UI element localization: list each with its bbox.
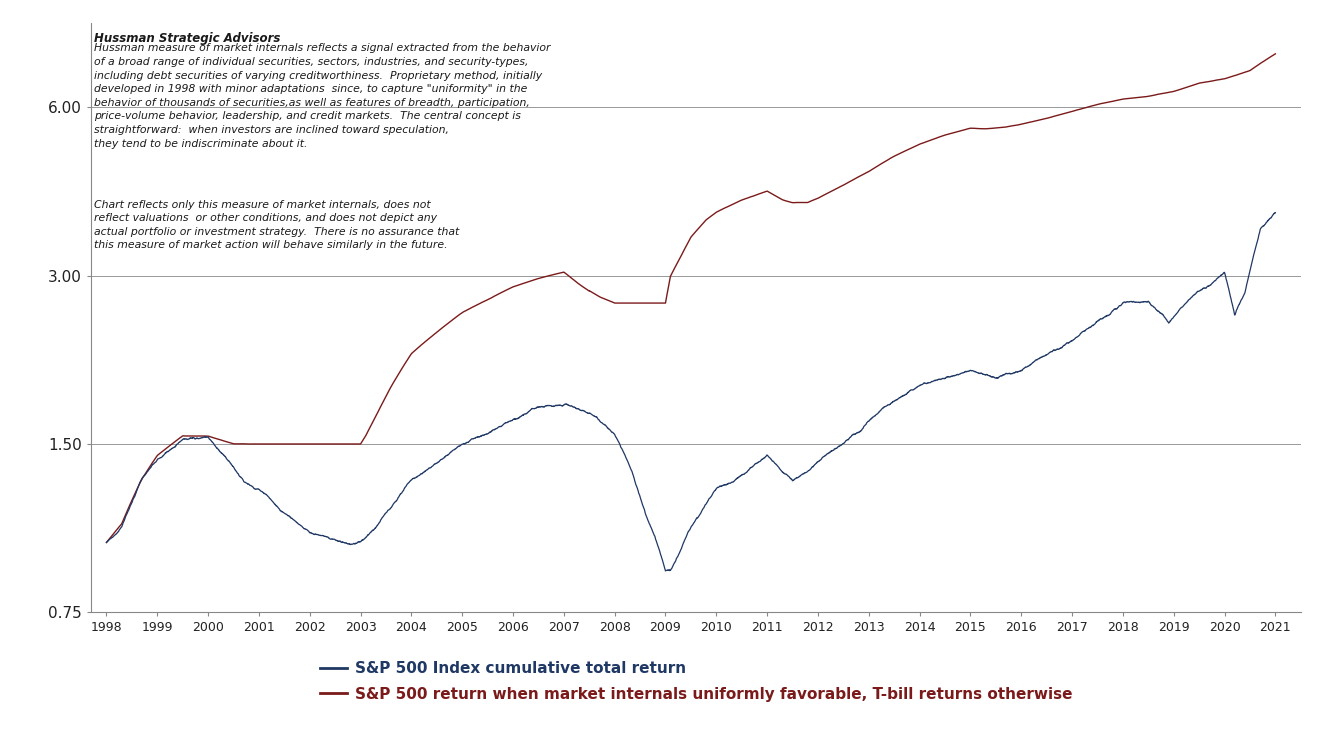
Text: Hussman Strategic Advisors: Hussman Strategic Advisors [94, 32, 280, 45]
Text: Hussman measure of market internals reflects a signal extracted from the behavio: Hussman measure of market internals refl… [94, 43, 550, 148]
Text: Chart reflects only this measure of market internals, does not
reflect valuation: Chart reflects only this measure of mark… [94, 200, 459, 250]
Legend: S&P 500 Index cumulative total return, S&P 500 return when market internals unif: S&P 500 Index cumulative total return, S… [314, 655, 1078, 708]
